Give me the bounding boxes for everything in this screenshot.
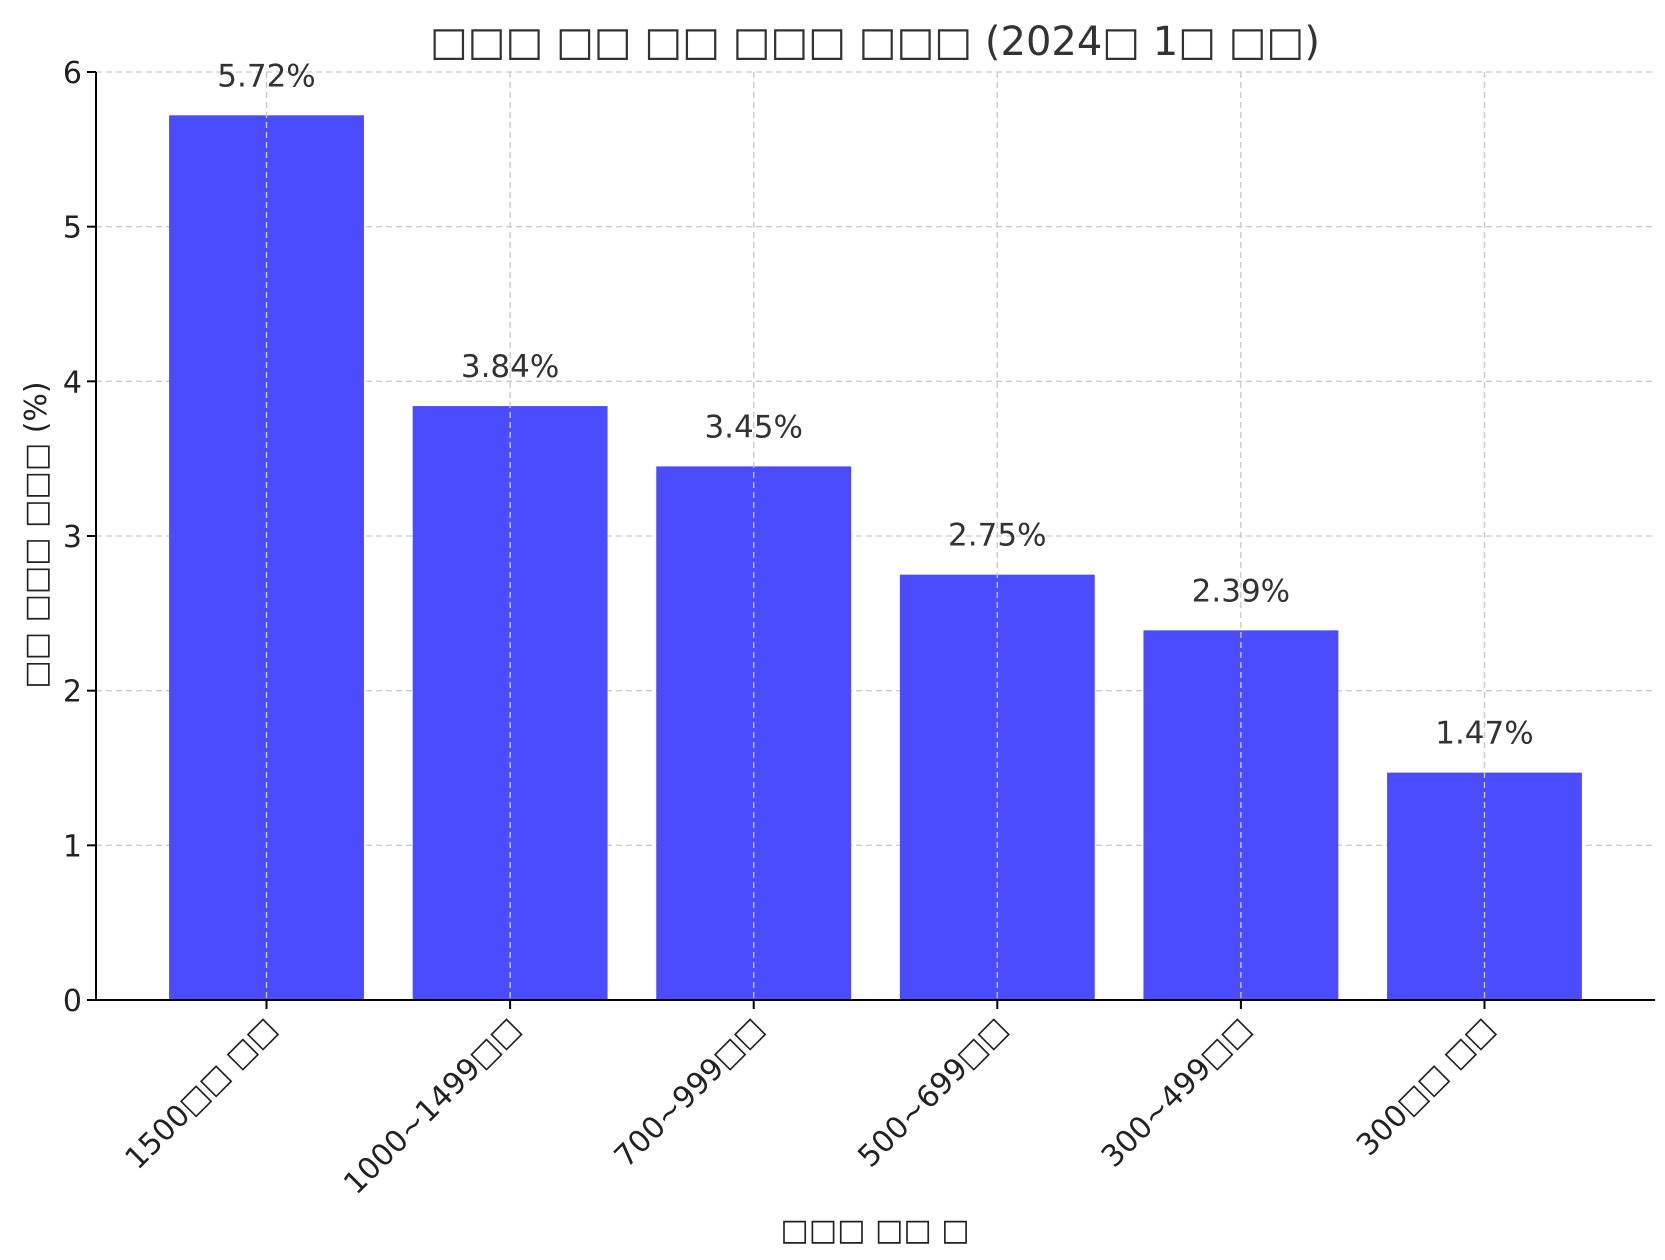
y-tick-label: 2 <box>63 675 82 710</box>
y-tick-label: 0 <box>63 984 82 1019</box>
y-tick-label: 1 <box>63 829 82 864</box>
y-tick-label: 4 <box>63 365 82 400</box>
x-ticks: 1500□□ □□ 1000~1499□□ 700~999□□ 500~699□□ 30… <box>119 1000 1502 1202</box>
bars <box>169 115 1582 1001</box>
y-tick-label: 3 <box>63 520 82 555</box>
y-tick-label: 5 <box>63 211 82 246</box>
x-tick-label: 1500□□ □□ <box>119 1011 285 1177</box>
x-tick-label: 500~699□□ <box>851 1011 1015 1175</box>
x-axis-label: □□□ □□ □ <box>780 1213 969 1248</box>
x-tick-label: 300~499□□ <box>1095 1011 1259 1175</box>
y-tick-label: 6 <box>63 56 82 91</box>
chart-title: □□□ □□ □□ □□□ □□□ (2024□ 1□ □□) <box>430 19 1320 65</box>
y-ticks: 0 1 2 3 4 5 6 <box>63 56 96 1019</box>
data-labels: 5.72%3.84%3.45%2.75%2.39%1.47% <box>217 58 1534 1000</box>
x-tick-label: 1000~1499□□ <box>337 1011 528 1202</box>
x-tick-label: 700~999□□ <box>608 1011 772 1175</box>
x-tick-label: 300□□ □□ <box>1350 1011 1502 1163</box>
y-axis-label: □□ □□□ □□□ (%) <box>19 381 54 688</box>
